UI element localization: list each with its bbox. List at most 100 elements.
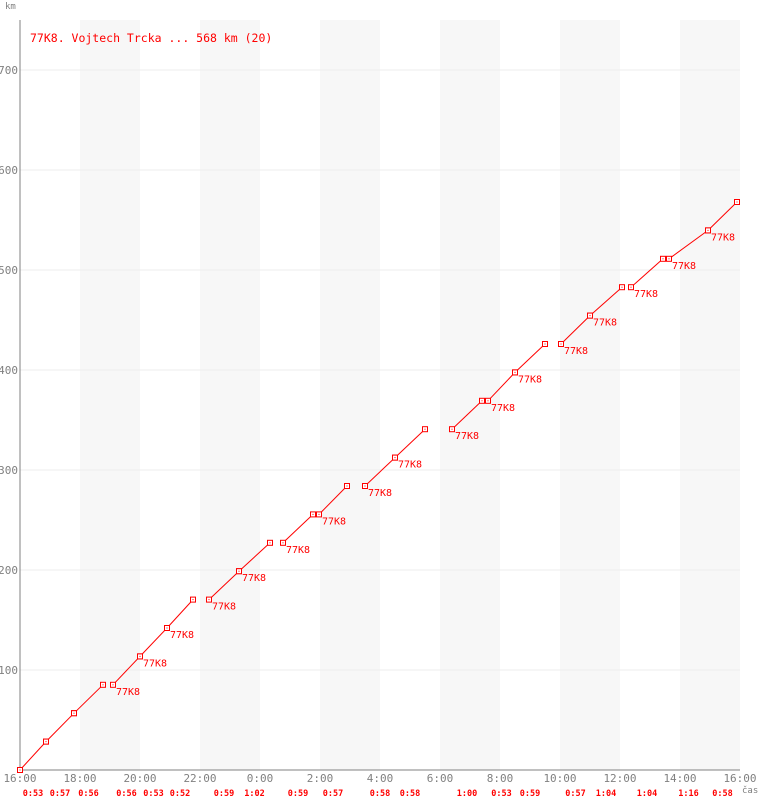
x-tick-label: 8:00 bbox=[487, 772, 514, 785]
lap-time-label: 0:53 bbox=[491, 789, 511, 799]
point-label: 77K8 bbox=[212, 602, 236, 613]
data-point-center bbox=[394, 457, 396, 459]
point-label: 77K8 bbox=[143, 658, 167, 669]
legend-entry: 77K8. Vojtech Trcka ... 568 km (20) bbox=[30, 31, 272, 45]
x-tick-label: 22:00 bbox=[183, 772, 216, 785]
lap-line bbox=[514, 343, 546, 373]
data-point-center bbox=[668, 258, 670, 260]
point-label: 77K8 bbox=[593, 318, 617, 329]
data-point-center bbox=[451, 428, 453, 430]
lap-time-label: 0:57 bbox=[565, 789, 585, 799]
x-tick-label: 6:00 bbox=[427, 772, 454, 785]
lap-line bbox=[112, 656, 141, 686]
data-point-center bbox=[514, 371, 516, 373]
data-point-center bbox=[481, 400, 483, 402]
shaded-bands bbox=[80, 20, 740, 770]
y-tick-label: 200 bbox=[0, 564, 18, 577]
x-tick-label: 16:00 bbox=[723, 772, 756, 785]
point-label: 77K8 bbox=[286, 545, 310, 556]
point-label: 77K8 bbox=[116, 687, 140, 698]
lap-time-label: 0:57 bbox=[323, 789, 343, 799]
lap-line bbox=[560, 315, 591, 345]
data-point-center bbox=[73, 712, 75, 714]
point-label: 77K8 bbox=[518, 374, 542, 385]
shaded-band bbox=[80, 20, 140, 770]
point-label: 77K8 bbox=[242, 573, 266, 584]
data-point-center bbox=[318, 513, 320, 515]
data-point-center bbox=[630, 286, 632, 288]
point-label: 77K8 bbox=[170, 630, 194, 641]
data-point-center bbox=[560, 343, 562, 345]
data-point-center bbox=[139, 655, 141, 657]
data-point-center bbox=[544, 343, 546, 345]
point-label: 77K8 bbox=[564, 346, 588, 357]
lap-line bbox=[630, 258, 664, 288]
data-point-center bbox=[192, 599, 194, 601]
shaded-band bbox=[680, 20, 740, 770]
lap-line bbox=[451, 400, 483, 430]
x-tick-label: 10:00 bbox=[543, 772, 576, 785]
lap-time-label: 0:58 bbox=[400, 789, 420, 799]
lap-time-label: 0:59 bbox=[520, 789, 540, 799]
y-tick-labels: 100 200 300 400 500 600 700 bbox=[0, 64, 18, 677]
x-tick-label: 16:00 bbox=[3, 772, 36, 785]
point-label: 77K8 bbox=[455, 431, 479, 442]
y-tick-label: 700 bbox=[0, 64, 18, 77]
y-axis-label: km bbox=[5, 2, 16, 12]
data-point-center bbox=[312, 513, 314, 515]
lap-line bbox=[394, 428, 426, 458]
lap-time-label: 1:02 bbox=[244, 789, 264, 799]
axes bbox=[19, 20, 740, 771]
data-point-center bbox=[166, 627, 168, 629]
y-tick-label: 600 bbox=[0, 164, 18, 177]
lap-time-label: 0:56 bbox=[116, 789, 136, 799]
lap-line bbox=[238, 542, 271, 572]
data-point-center bbox=[424, 428, 426, 430]
lap-time-label: 1:04 bbox=[637, 789, 657, 799]
x-tick-label: 20:00 bbox=[123, 772, 156, 785]
y-tick-label: 400 bbox=[0, 364, 18, 377]
data-point-center bbox=[19, 769, 21, 771]
lap-time-label: 1:00 bbox=[457, 789, 477, 799]
lap-line bbox=[487, 372, 516, 402]
point-label: 77K8 bbox=[398, 460, 422, 471]
data-point-center bbox=[662, 258, 664, 260]
lap-time-label: 0:56 bbox=[78, 789, 98, 799]
point-label: 77K8 bbox=[711, 232, 735, 243]
point-label: 77K8 bbox=[368, 488, 392, 499]
data-point-center bbox=[487, 400, 489, 402]
shaded-band bbox=[320, 20, 380, 770]
data-point-center bbox=[364, 485, 366, 487]
data-point-center bbox=[112, 684, 114, 686]
x-tick-label: 14:00 bbox=[663, 772, 696, 785]
shaded-band bbox=[440, 20, 500, 770]
lap-line bbox=[318, 485, 348, 515]
data-point-center bbox=[238, 570, 240, 572]
lap-line bbox=[19, 741, 47, 771]
lap-time-label: 0:58 bbox=[370, 789, 390, 799]
lap-line bbox=[707, 201, 738, 231]
point-label: 77K8 bbox=[491, 403, 515, 414]
x-tick-labels: 16:00 18:00 20:00 22:00 0:00 2:00 4:00 6:00 8:00… bbox=[3, 772, 756, 785]
lap-time-label: 0:52 bbox=[170, 789, 190, 799]
lap-time-labels: 0:53 0:57 0:56 0:56 0:53 0:52 0:59 1:02 0:59 0:57… bbox=[23, 789, 733, 799]
x-tick-label: 18:00 bbox=[63, 772, 96, 785]
shaded-band bbox=[560, 20, 620, 770]
data-point-center bbox=[621, 286, 623, 288]
lap-time-label: 0:53 bbox=[143, 789, 163, 799]
x-tick-label: 4:00 bbox=[367, 772, 394, 785]
lap-time-label: 0:53 bbox=[23, 789, 43, 799]
lap-time-label: 0:59 bbox=[288, 789, 308, 799]
data-point-center bbox=[208, 599, 210, 601]
x-tick-label: 2:00 bbox=[307, 772, 334, 785]
data-point-center bbox=[736, 201, 738, 203]
series-77k8: 77K8 77K8 77K8 77K8 77K8 77K8 77K8 77K8 77K8 77K8… bbox=[17, 199, 740, 773]
x-tick-label: 0:00 bbox=[247, 772, 274, 785]
data-point-center bbox=[282, 542, 284, 544]
shaded-band bbox=[200, 20, 260, 770]
x-tick-label: 12:00 bbox=[603, 772, 636, 785]
lap-time-label: 1:16 bbox=[678, 789, 698, 799]
lap-time-label: 1:04 bbox=[596, 789, 616, 799]
data-point-center bbox=[707, 229, 709, 231]
lap-line bbox=[73, 684, 104, 714]
